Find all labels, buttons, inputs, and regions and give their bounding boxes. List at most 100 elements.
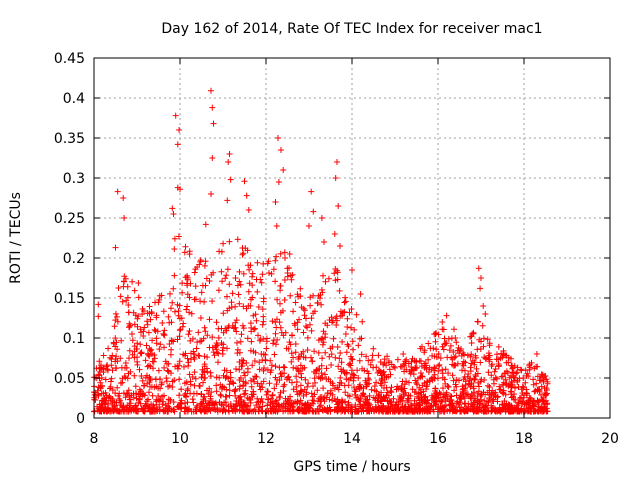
data-point: [450, 377, 457, 384]
data-point: [442, 366, 449, 373]
data-point: [543, 376, 550, 383]
data-point: [295, 354, 302, 360]
data-point: [378, 376, 385, 383]
data-point: [149, 392, 156, 399]
data-point: [114, 384, 121, 391]
data-point: [365, 375, 372, 382]
y-tick-label: 0: [76, 411, 85, 427]
data-point: [207, 393, 214, 400]
data-point: [538, 383, 545, 390]
data-point: [534, 399, 541, 406]
data-point: [288, 350, 295, 357]
data-point: [164, 408, 171, 415]
data-point: [171, 377, 178, 384]
data-point: [328, 314, 335, 321]
data-point: [239, 357, 245, 363]
data-point: [287, 272, 294, 279]
data-point: [211, 352, 218, 359]
data-point: [147, 383, 153, 390]
data-point: [533, 363, 540, 370]
data-point: [270, 337, 277, 344]
data-point: [108, 362, 115, 369]
data-point: [145, 405, 152, 412]
data-point: [294, 391, 301, 398]
data-point: [300, 329, 307, 336]
data-point: [160, 398, 167, 405]
data-point: [473, 354, 479, 361]
data-point: [183, 379, 190, 386]
data-point: [184, 282, 191, 289]
data-point: [165, 313, 172, 320]
data-point: [194, 264, 201, 271]
data-point: [390, 363, 397, 370]
data-point: [378, 407, 385, 414]
data-point: [197, 257, 204, 264]
data-point: [297, 382, 304, 389]
data-point: [449, 361, 456, 368]
data-point: [259, 384, 266, 391]
data-point: [344, 324, 351, 330]
data-point: [328, 362, 335, 368]
data-point: [517, 366, 524, 373]
data-point: [353, 311, 360, 318]
data-point: [407, 392, 414, 399]
data-point: [185, 362, 192, 369]
data-point: [102, 389, 109, 396]
data-point: [449, 372, 456, 379]
data-point: [403, 408, 410, 415]
data-point: [467, 375, 474, 382]
data-point: [270, 400, 277, 407]
data-point: [465, 371, 472, 377]
data-point: [433, 346, 440, 353]
data-point: [187, 390, 194, 397]
data-point: [164, 367, 171, 374]
data-point: [124, 294, 131, 301]
data-point: [113, 399, 120, 406]
data-point: [263, 335, 270, 342]
data-point: [461, 401, 468, 407]
data-point: [505, 359, 512, 366]
data-point: [335, 407, 342, 414]
data-point: [454, 360, 461, 367]
y-tick-label: 0.1: [63, 331, 85, 347]
data-point: [226, 151, 233, 157]
data-point: [308, 188, 315, 195]
data-point: [255, 304, 262, 310]
data-point: [506, 408, 513, 415]
data-point: [158, 292, 165, 299]
data-point: [522, 379, 529, 386]
data-point: [134, 340, 141, 347]
data-point: [460, 358, 467, 365]
data-point: [275, 135, 281, 141]
data-point: [241, 178, 248, 185]
data-point: [452, 353, 459, 360]
data-point: [218, 340, 225, 346]
data-point: [320, 272, 326, 279]
data-point: [264, 260, 271, 267]
data-point: [236, 366, 243, 373]
data-point: [377, 380, 384, 387]
data-point: [268, 362, 275, 369]
data-point: [334, 276, 341, 283]
data-point: [243, 192, 250, 199]
data-point: [252, 325, 258, 332]
data-point: [342, 398, 349, 405]
data-point: [358, 351, 365, 358]
data-point: [236, 349, 243, 356]
data-point: [357, 395, 364, 402]
data-point: [544, 378, 551, 385]
data-point: [246, 395, 253, 402]
data-point: [264, 388, 271, 395]
data-point: [448, 335, 455, 342]
data-point: [109, 407, 116, 414]
data-point: [224, 307, 231, 314]
data-point: [172, 308, 178, 315]
data-point: [252, 408, 259, 415]
data-point: [310, 383, 316, 390]
data-point: [512, 396, 519, 403]
data-point: [226, 238, 233, 245]
chart-title: Day 162 of 2014, Rate Of TEC Index for r…: [161, 21, 542, 37]
data-point: [290, 364, 297, 371]
data-point: [256, 403, 263, 410]
